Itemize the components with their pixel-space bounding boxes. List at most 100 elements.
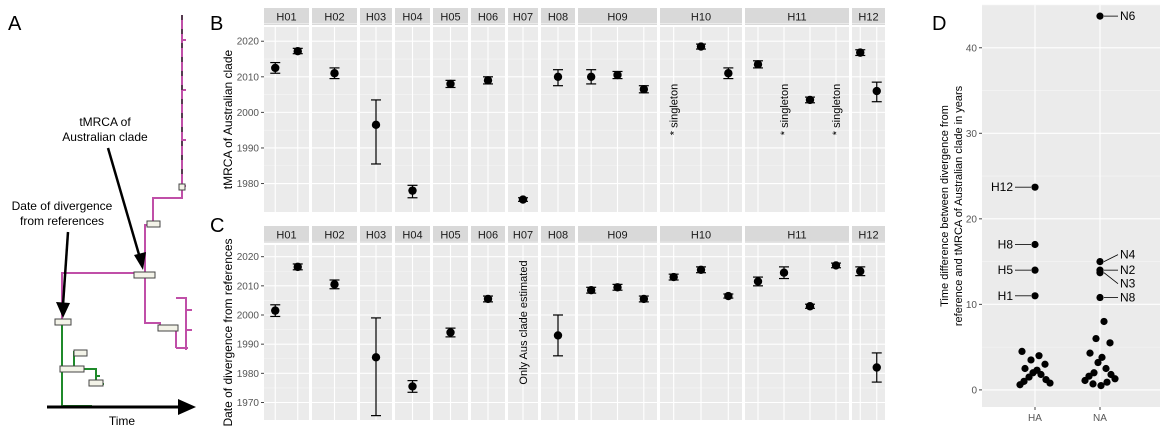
facet-strip xyxy=(433,226,468,243)
facet-strip xyxy=(852,8,885,25)
data-point xyxy=(1027,356,1035,364)
data-point xyxy=(831,261,841,270)
facet-strip xyxy=(745,8,849,25)
data-point xyxy=(639,85,649,94)
y-tick-label: 30 xyxy=(966,129,978,140)
data-point xyxy=(586,286,596,295)
annotation-label: N3 xyxy=(1120,277,1136,291)
data-point xyxy=(1103,378,1111,386)
facet-strip xyxy=(471,8,505,25)
facet-label: H10 xyxy=(691,12,711,24)
data-point xyxy=(856,267,865,276)
data-point xyxy=(1106,339,1114,347)
annotation-label: N6 xyxy=(1120,9,1136,23)
time-axis-arrowhead xyxy=(178,399,196,415)
y-tick-label: 2000 xyxy=(237,311,260,322)
data-point xyxy=(1111,375,1119,383)
panel-b-letter: B xyxy=(210,13,223,35)
y-tick-label: 1980 xyxy=(237,179,260,190)
divergence-label-line1: Date of divergence xyxy=(12,199,113,213)
facet-label: H04 xyxy=(402,12,422,24)
y-tick-label: 2010 xyxy=(237,72,260,83)
facet-strip xyxy=(578,8,657,25)
y-tick-label: 40 xyxy=(966,43,978,54)
data-point xyxy=(1102,364,1110,373)
panel-a-letter: A xyxy=(8,13,22,35)
data-point xyxy=(1031,183,1039,191)
panel-c: Date of divergence from references H01 H02… xyxy=(221,226,885,427)
data-point xyxy=(753,277,763,286)
facet-strip xyxy=(433,8,468,25)
facet-note: * singleton xyxy=(669,84,681,135)
data-point xyxy=(330,69,339,78)
y-tick-label: 1970 xyxy=(237,398,260,409)
y-tick-label: 20 xyxy=(966,214,978,225)
facet-label: H01 xyxy=(276,12,296,24)
facet-strip xyxy=(360,8,392,25)
clade-tree xyxy=(61,15,192,350)
facet-panel-bg xyxy=(264,245,309,420)
annotation-leader xyxy=(1103,254,1119,262)
facet-strip xyxy=(395,8,430,25)
facet-label: H10 xyxy=(691,230,711,242)
data-point xyxy=(1035,352,1043,360)
facet-strip xyxy=(745,226,849,243)
data-point xyxy=(1094,358,1102,367)
facet-strip xyxy=(395,226,430,243)
annotation-label: H12 xyxy=(991,180,1013,194)
facet-note: * singleton xyxy=(779,84,791,135)
y-tick-label: 2000 xyxy=(237,108,260,119)
facet-strip xyxy=(264,226,309,243)
data-point xyxy=(753,60,763,69)
facet-strip xyxy=(264,8,309,25)
facet-panel-bg xyxy=(745,245,849,420)
facet-label: H03 xyxy=(366,230,386,242)
y-tick-label: 1990 xyxy=(237,340,260,351)
y-axis-label: tMRCA of Australian clade xyxy=(221,49,235,189)
data-point xyxy=(1046,379,1054,387)
facet-panel-bg xyxy=(264,27,309,212)
facet-note: Only Aus clade estimated xyxy=(518,260,530,384)
data-point xyxy=(696,265,706,274)
data-point xyxy=(1096,257,1104,266)
data-point xyxy=(1092,334,1100,343)
data-point xyxy=(724,291,733,301)
annotation-label: H1 xyxy=(998,289,1014,303)
data-point xyxy=(330,280,339,289)
data-point xyxy=(872,363,881,372)
panel-d: Time difference between divergence from r… xyxy=(939,4,1160,424)
data-point xyxy=(1086,349,1094,357)
divergence-arrowhead xyxy=(56,302,70,318)
data-point xyxy=(724,69,733,78)
x-tick-label: NA xyxy=(1093,413,1107,424)
node-boxes xyxy=(54,183,186,387)
data-point xyxy=(856,48,865,57)
data-point xyxy=(669,272,678,282)
data-point xyxy=(553,331,563,340)
tmrca-label-line2: Australian clade xyxy=(62,130,148,144)
facet-strip xyxy=(508,8,538,25)
data-point xyxy=(779,268,789,277)
facet-strip xyxy=(360,226,392,243)
y-tick-label: 1990 xyxy=(237,143,260,154)
data-point xyxy=(1018,347,1026,356)
annotation-label: H5 xyxy=(998,263,1014,277)
y-tick-label: 10 xyxy=(966,300,978,311)
data-point xyxy=(1097,382,1105,390)
data-point xyxy=(371,120,381,130)
y-tick-label: 2020 xyxy=(237,252,260,263)
facet-label: H08 xyxy=(548,230,568,242)
y-tick-label: 2010 xyxy=(237,281,260,292)
data-point xyxy=(872,86,881,96)
facet-label: H12 xyxy=(858,230,878,242)
tmrca-arrowhead xyxy=(134,252,146,270)
data-point xyxy=(271,63,280,73)
annotation-label: N4 xyxy=(1120,248,1136,262)
data-point xyxy=(805,95,815,105)
data-point xyxy=(1098,353,1106,361)
data-point xyxy=(1021,364,1029,373)
data-point xyxy=(446,79,455,89)
facet-strip xyxy=(541,8,575,25)
facet-label: H07 xyxy=(513,230,533,242)
